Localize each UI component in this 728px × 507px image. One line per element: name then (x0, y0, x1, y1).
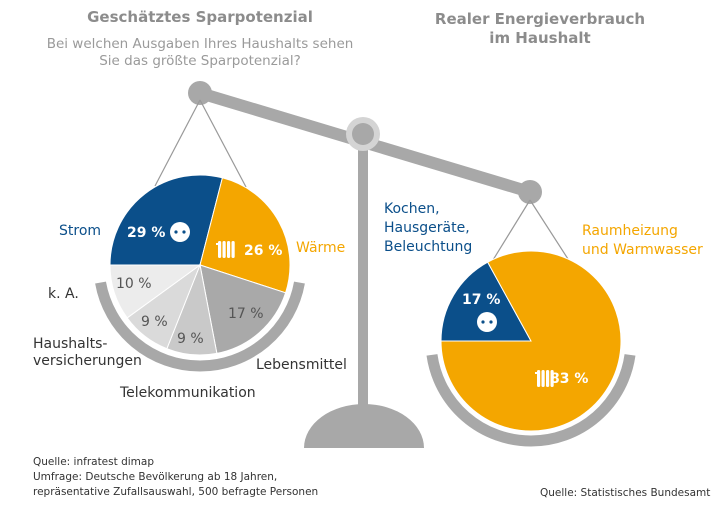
left-string (199, 99, 247, 188)
pie-tray (95, 281, 305, 372)
pie-slice-kochen-hausgeräte-beleuchtung (440, 261, 532, 342)
radiator-icon (218, 241, 222, 258)
socket-icon-pin (174, 230, 178, 234)
radiator-icon (546, 370, 550, 387)
radiator-icon-valve (216, 243, 218, 245)
label-raumheizung-1: Raumheizung (582, 223, 678, 239)
label-haushalts-1: Haushalts- (33, 336, 108, 352)
radiator-icon (537, 370, 541, 387)
scale-base (304, 404, 424, 448)
left-question-line1: Bei welchen Ausgaben Ihres Haushalts seh… (46, 36, 354, 52)
data-label: 17 % (228, 306, 264, 322)
pie-slice-k-a- (109, 264, 202, 319)
data-label: 9 % (141, 314, 168, 330)
left-hook (188, 81, 212, 105)
pie-slice-wärme (199, 177, 291, 294)
data-label: 29 % (127, 225, 165, 241)
right-string (529, 199, 569, 260)
pie-slice-raumheizung-und-warmwasser (440, 250, 622, 432)
pie-slice-strom (109, 174, 223, 266)
data-label: 17 % (462, 292, 500, 308)
right-hook (518, 180, 542, 204)
radiator-icon (231, 241, 235, 258)
data-label: 26 % (244, 243, 282, 259)
radiator-icon (550, 370, 554, 387)
right-string (492, 199, 531, 261)
socket-icon (170, 222, 190, 242)
right-title-line1: Realer Energieverbrauch (434, 10, 646, 28)
scale-pivot (352, 123, 374, 145)
data-label: 9 % (177, 331, 204, 347)
radiator-icon (227, 241, 231, 258)
label-kochen-2: Hausgeräte, (384, 220, 470, 236)
left-title: Geschätztes Sparpotenzial (87, 8, 313, 26)
right-title-line2: im Haushalt (489, 29, 591, 47)
socket-icon (477, 312, 497, 332)
scale-pillar (358, 135, 368, 420)
label-telekom: Telekommunikation (120, 385, 256, 401)
socket-icon-pin (481, 320, 485, 324)
source-left-3: repräsentative Zufallsauswahl, 500 befra… (33, 486, 319, 498)
left-question-line2: Sie das größte Sparpotenzial? (99, 53, 301, 69)
source-left-1: Quelle: infratest dimap (33, 456, 154, 468)
socket-icon-pin (489, 320, 493, 324)
label-waerme: Wärme (296, 240, 346, 256)
label-strom: Strom (59, 223, 102, 239)
pie-slice-lebensmittel (199, 264, 287, 354)
label-haushalts-2: versicherungen (33, 353, 142, 369)
source-left-2: Umfrage: Deutsche Bevölkerung ab 18 Jahr… (33, 471, 278, 483)
radiator-icon (222, 241, 226, 258)
label-raumheizung-2: und Warmwasser (582, 242, 703, 258)
pie-tray (426, 354, 636, 447)
label-lebensmittel: Lebensmittel (256, 357, 347, 373)
label-kochen-1: Kochen, (384, 201, 440, 217)
label-ka: k. A. (48, 286, 79, 302)
source-right: Quelle: Statistisches Bundesamt (540, 487, 711, 499)
data-label: 83 % (550, 371, 588, 387)
data-label: 10 % (116, 276, 152, 292)
radiator-icon-valve (535, 372, 537, 374)
left-string (154, 99, 201, 187)
radiator-icon (541, 370, 545, 387)
socket-icon-pin (182, 230, 186, 234)
label-kochen-3: Beleuchtung (384, 239, 473, 255)
